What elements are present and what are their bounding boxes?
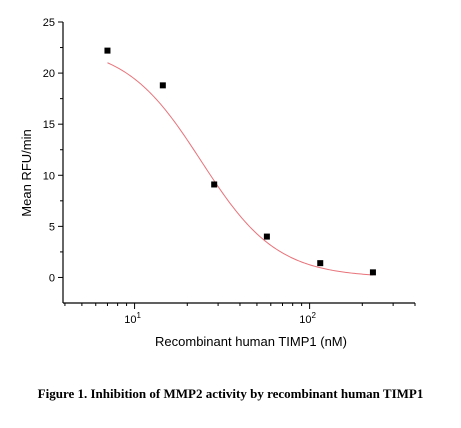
data-points	[104, 47, 376, 276]
data-point	[317, 260, 324, 267]
y-tick-label: 10	[43, 170, 55, 182]
y-tick-label: 5	[49, 221, 55, 233]
y-tick-label: 15	[43, 119, 55, 131]
data-point	[159, 82, 166, 89]
fit-curve	[107, 62, 373, 276]
x-tick-label: 102	[299, 311, 316, 326]
chart: 0 5 10 15 20 25 101 102 Mean RFU/min Recombinan…	[19, 17, 416, 349]
data-point	[369, 269, 376, 276]
axes: 0 5 10 15 20 25 101 102	[43, 17, 416, 326]
figure-caption: Figure 1. Inhibition of MMP2 activity by…	[37, 386, 424, 401]
data-point	[104, 47, 111, 54]
data-point	[211, 181, 218, 188]
y-tick-label: 20	[43, 68, 55, 80]
x-axis-label: Recombinant human TIMP1 (nM)	[155, 334, 347, 349]
y-axis-label: Mean RFU/min	[19, 129, 34, 216]
y-tick-label: 25	[43, 17, 55, 29]
x-tick-label: 101	[124, 311, 141, 326]
y-tick-label: 0	[49, 272, 55, 284]
data-point	[263, 233, 270, 240]
